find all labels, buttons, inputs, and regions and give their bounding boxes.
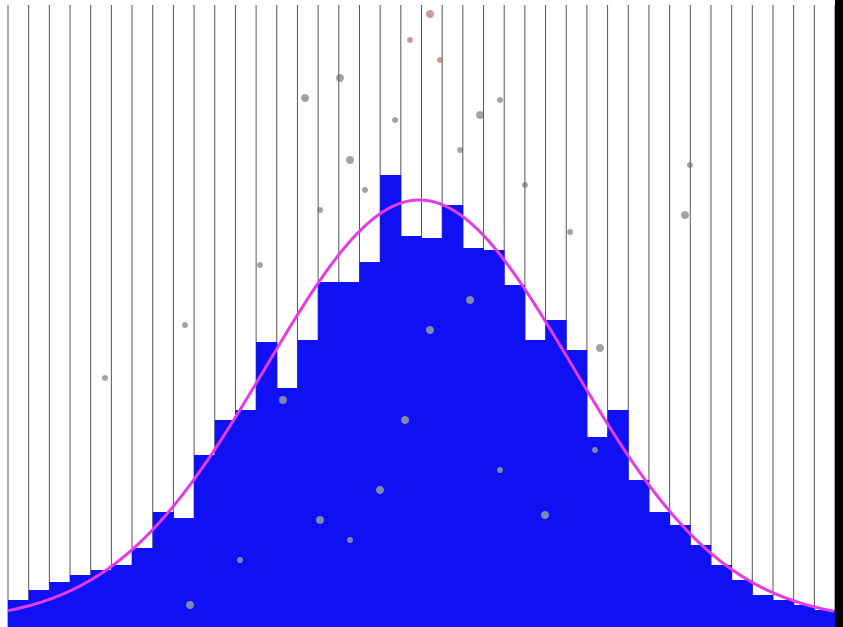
bar bbox=[359, 262, 380, 627]
bar bbox=[649, 512, 670, 627]
bar bbox=[442, 205, 463, 627]
bar bbox=[711, 565, 732, 627]
bar bbox=[422, 238, 443, 627]
bar bbox=[194, 455, 215, 627]
bar bbox=[814, 610, 835, 627]
bar bbox=[29, 590, 50, 627]
bar bbox=[732, 580, 753, 627]
right-edge bbox=[835, 0, 843, 627]
bar bbox=[339, 282, 360, 627]
bar bbox=[8, 600, 29, 627]
bar bbox=[318, 282, 339, 627]
bar bbox=[504, 285, 525, 627]
bar bbox=[525, 340, 546, 627]
bar bbox=[690, 545, 711, 627]
chart bbox=[0, 0, 843, 627]
bar bbox=[628, 480, 649, 627]
bar bbox=[256, 342, 277, 627]
bar bbox=[49, 582, 70, 627]
bar bbox=[215, 420, 236, 627]
bar bbox=[484, 250, 505, 627]
bar bbox=[277, 388, 298, 627]
bar bbox=[235, 410, 256, 627]
bar bbox=[546, 320, 567, 627]
bar bbox=[297, 340, 318, 627]
bar bbox=[111, 565, 132, 627]
bar bbox=[153, 512, 174, 627]
bar bbox=[380, 175, 401, 627]
bar bbox=[463, 248, 484, 627]
bar bbox=[670, 525, 691, 627]
bar bbox=[566, 350, 587, 627]
bar bbox=[752, 595, 773, 627]
bar bbox=[132, 548, 153, 627]
bar bbox=[794, 605, 815, 627]
bar bbox=[173, 518, 194, 627]
bar bbox=[587, 437, 608, 627]
bar bbox=[773, 600, 794, 627]
bar bbox=[401, 236, 422, 627]
